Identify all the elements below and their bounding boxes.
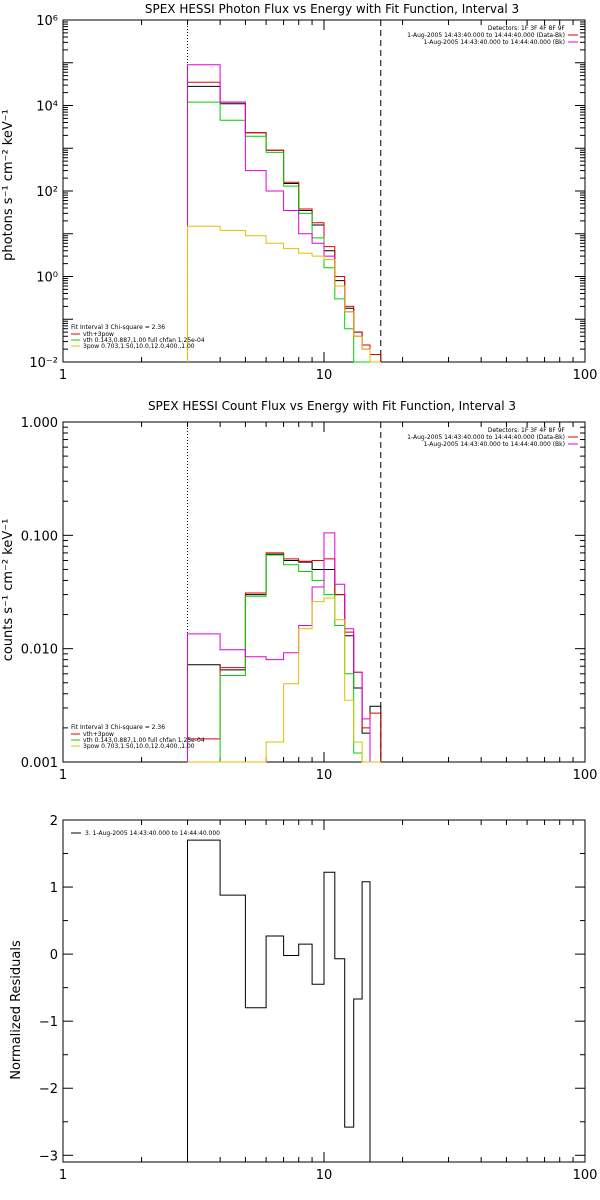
series-yellow-line <box>187 225 381 363</box>
photon-flux-title: SPEX HESSI Photon Flux vs Energy with Fi… <box>145 2 519 16</box>
count-flux-title: SPEX HESSI Count Flux vs Energy with Fit… <box>148 399 516 413</box>
y-tick-label: 0.001 <box>21 756 58 771</box>
series-green-line <box>187 101 381 363</box>
residuals-panel: Normalized Residuals 1 10 100 −3 −2 −1 0 1 2 3. 1… <box>9 814 597 1183</box>
residuals-ylabel: Normalized Residuals <box>9 940 24 1080</box>
legend-left-entry: vth 0.143,0.887,1.00 full chfan 1.25e-04 <box>83 737 205 744</box>
series-black-line <box>187 85 382 362</box>
legend-left-header: 3. 1-Aug-2005 14:43:40.000 to 14:44:40.0… <box>85 830 220 837</box>
y-tick-label: 0.010 <box>21 643 58 658</box>
legend-left-entry: vth+3pow <box>83 731 114 738</box>
series-magenta-line <box>187 532 381 763</box>
y-tick-label: 10⁶ <box>36 14 58 29</box>
photon-flux-frame <box>62 19 586 363</box>
y-tick-label: 2 <box>50 814 58 829</box>
y-tick-label: 1 <box>50 881 58 896</box>
series-black-line <box>187 553 382 762</box>
legend-right-entry: Detectors: 1F 3F 4F 8F 9F <box>488 25 566 32</box>
x-tick-label: 10 <box>316 368 333 383</box>
x-tick-label: 100 <box>573 1168 598 1183</box>
photon-flux-ylabel: photons s⁻¹ cm⁻² keV⁻¹ <box>1 109 16 261</box>
legend-left-entry: 3pow 0.703,1.50,10.0,12.0,400.,1.00 <box>83 743 195 750</box>
legend-right-entry: 1-Aug-2005 14:43:40.000 to 14:44:40.000 … <box>407 32 565 39</box>
y-tick-label: 10⁴ <box>36 100 58 115</box>
series-red-line <box>187 81 382 362</box>
y-tick-label: 10⁰ <box>36 271 58 286</box>
legend-left-header: Fit Interval 3 Chi-square = 2.36 <box>71 324 165 331</box>
y-tick-label: 0.100 <box>21 529 58 544</box>
count-flux-ylabel: counts s⁻¹ cm⁻² keV⁻¹ <box>1 519 16 662</box>
series-magenta-line <box>187 64 381 363</box>
residuals-frame <box>62 819 586 1163</box>
x-tick-label: 1 <box>59 768 67 783</box>
series-black-line <box>187 839 371 1162</box>
x-tick-label: 10 <box>316 1168 333 1183</box>
y-tick-label: −3 <box>39 1149 58 1164</box>
x-tick-label: 10 <box>316 768 333 783</box>
legend-right-entry: 1-Aug-2005 14:43:40.000 to 14:44:40.000 … <box>423 441 565 448</box>
legend-left-header: Fit Interval 3 Chi-square = 2.36 <box>71 724 165 731</box>
y-tick-label: 0 <box>50 948 58 963</box>
legend-right-entry: 1-Aug-2005 14:43:40.000 to 14:44:40.000 … <box>407 434 565 441</box>
legend-left-entry: vth 0.143,0.887,1.00 full chfan 1.25e-04 <box>83 337 205 344</box>
x-tick-label: 1 <box>59 368 67 383</box>
legend-left-entry: vth+3pow <box>83 331 114 338</box>
y-tick-label: −1 <box>39 1015 58 1030</box>
legend-right-entry: 1-Aug-2005 14:43:40.000 to 14:44:40.000 … <box>423 39 565 46</box>
legend-right-entry: Detectors: 1F 3F 4F 8F 9F <box>488 427 566 434</box>
y-tick-label: 10² <box>36 185 58 200</box>
legend-left-entry: 3pow 0.703,1.50,10.0,12.0,400.,1.00 <box>83 343 195 350</box>
y-tick-label: 10⁻² <box>29 356 58 371</box>
x-tick-label: 100 <box>573 768 598 783</box>
series-red-line <box>187 552 382 762</box>
series-yellow-line <box>187 597 381 763</box>
x-tick-label: 1 <box>59 1168 67 1183</box>
y-tick-label: −2 <box>39 1082 58 1097</box>
x-tick-label: 100 <box>573 368 598 383</box>
series-green-line <box>187 554 381 763</box>
count-flux-panel: SPEX HESSI Count Flux vs Energy with Fit… <box>1 399 597 783</box>
y-tick-label: 1.000 <box>21 416 58 431</box>
photon-flux-panel: SPEX HESSI Photon Flux vs Energy with Fi… <box>1 2 597 383</box>
